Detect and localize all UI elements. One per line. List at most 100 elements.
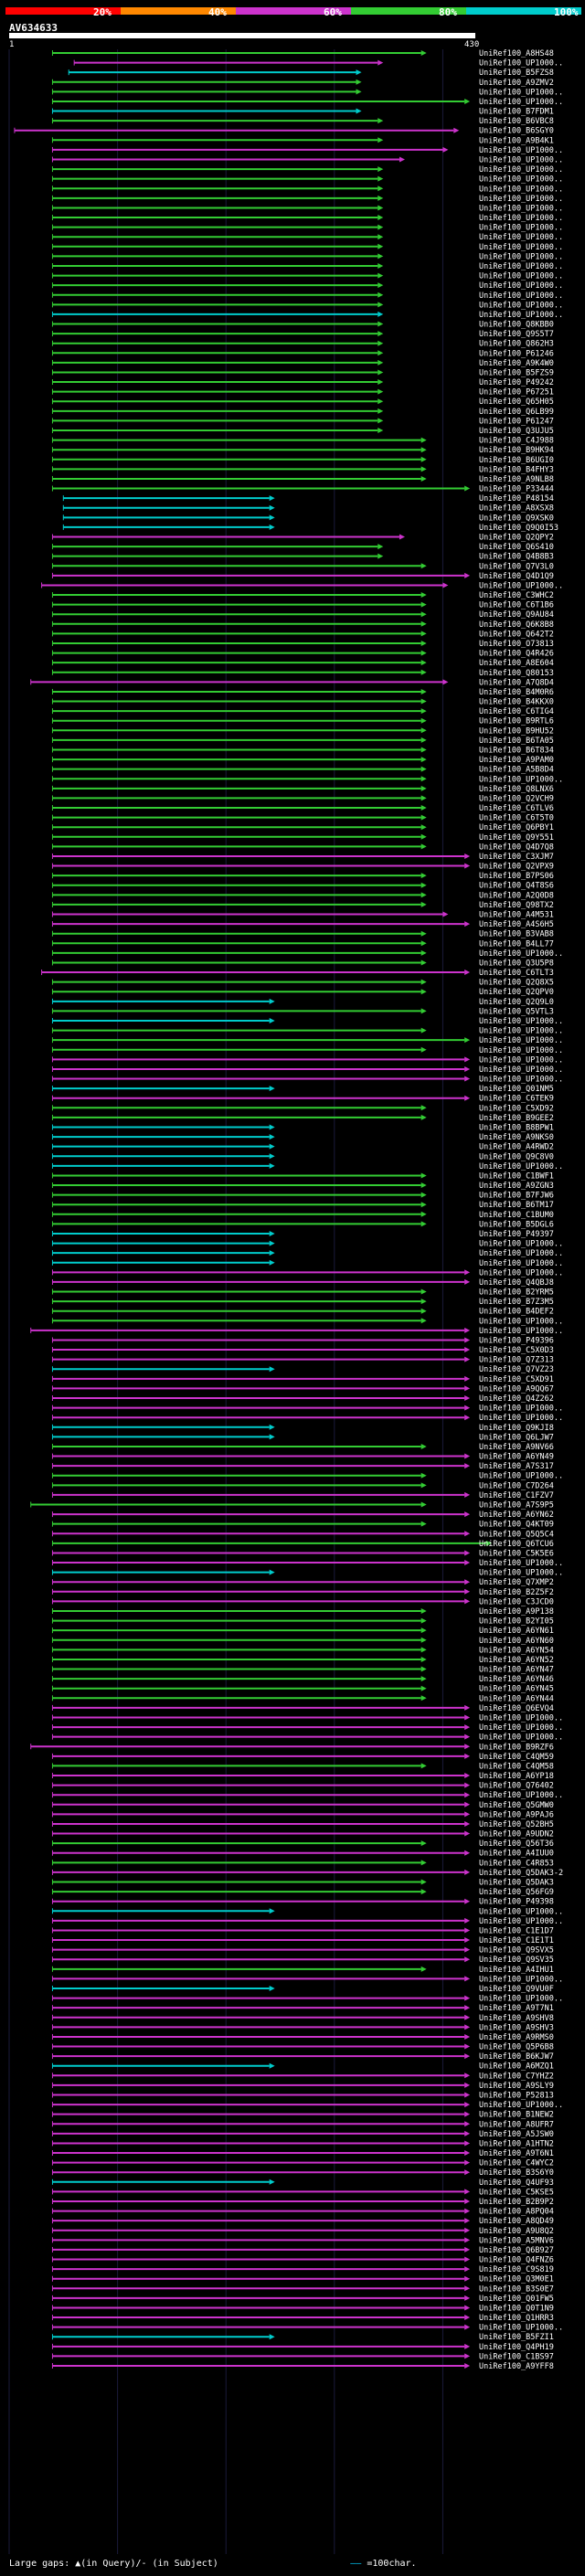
hit-row[interactable]: UniRef100_A4IUU0: [51, 1850, 554, 1859]
hit-label[interactable]: UniRef100_A6YN47: [479, 1666, 554, 1675]
hit-row[interactable]: UniRef100_Q8LNX6: [51, 785, 554, 794]
hit-label[interactable]: UniRef100_Q2Q8X5: [479, 979, 554, 988]
hit-label[interactable]: UniRef100_UP1000..: [479, 1405, 563, 1414]
hit-label[interactable]: UniRef100_B6TM17: [479, 1201, 554, 1210]
hit-row[interactable]: UniRef100_C5K5E6: [51, 1549, 554, 1558]
hit-row[interactable]: UniRef100_Q4R426: [51, 650, 554, 659]
hit-label[interactable]: UniRef100_UP1000..: [479, 146, 563, 155]
hit-row[interactable]: UniRef100_Q6S410: [51, 543, 554, 552]
hit-row[interactable]: UniRef100_A1HTN2: [51, 2139, 554, 2148]
hit-row[interactable]: UniRef100_O73813: [51, 640, 554, 649]
hit-label[interactable]: UniRef100_Q52BH5: [479, 1820, 554, 1829]
hit-row[interactable]: UniRef100_B5DGL6: [51, 1220, 554, 1229]
hit-row[interactable]: UniRef100_Q5GMW0: [51, 1801, 554, 1810]
hit-row[interactable]: UniRef100_Q3M0E1: [51, 2275, 554, 2284]
hit-row[interactable]: UniRef100_C7D264: [51, 1481, 554, 1490]
hit-row[interactable]: UniRef100_UP1000..: [51, 1723, 563, 1733]
hit-row[interactable]: UniRef100_UP1000..: [51, 88, 563, 97]
hit-row[interactable]: UniRef100_Q2QPY2: [51, 534, 554, 543]
hit-row[interactable]: UniRef100_A9SHV3: [51, 2023, 554, 2032]
hit-row[interactable]: UniRef100_B6UGI0: [51, 456, 554, 465]
hit-label[interactable]: UniRef100_UP1000..: [479, 185, 563, 194]
hit-row[interactable]: UniRef100_B2Z5F2: [51, 1588, 554, 1597]
hit-label[interactable]: UniRef100_UP1000..: [479, 292, 563, 301]
hit-row[interactable]: UniRef100_C1E1T1: [51, 1936, 554, 1945]
hit-row[interactable]: UniRef100_Q6LJW7: [51, 1433, 554, 1442]
hit-label[interactable]: UniRef100_C4QM58: [479, 1762, 554, 1771]
hit-label[interactable]: UniRef100_A9YFF8: [479, 2362, 554, 2371]
hit-row[interactable]: UniRef100_UP1000..: [51, 1055, 563, 1065]
hit-label[interactable]: UniRef100_A4S6H5: [479, 920, 554, 929]
hit-label[interactable]: UniRef100_A6YN52: [479, 1656, 554, 1665]
hit-label[interactable]: UniRef100_UP1000..: [479, 252, 563, 261]
hit-label[interactable]: UniRef100_Q01NM5: [479, 1085, 554, 1094]
hit-label[interactable]: UniRef100_UP1000..: [479, 1259, 563, 1268]
hit-row[interactable]: UniRef100_A8XSX8: [62, 504, 554, 514]
hit-label[interactable]: UniRef100_B1NEW2: [479, 2111, 554, 2120]
hit-row[interactable]: UniRef100_UP1000..: [51, 1162, 563, 1171]
hit-label[interactable]: UniRef100_UP1000..: [479, 175, 563, 185]
hit-row[interactable]: UniRef100_Q9AU84: [51, 610, 554, 620]
hit-label[interactable]: UniRef100_A6MZQ1: [479, 2062, 554, 2072]
hit-row[interactable]: UniRef100_UP1000..: [51, 272, 563, 281]
hit-label[interactable]: UniRef100_B6UGI0: [479, 456, 554, 465]
hit-label[interactable]: UniRef100_UP1000..: [479, 1569, 563, 1578]
hit-row[interactable]: UniRef100_C6T5T0: [51, 814, 554, 823]
hit-label[interactable]: UniRef100_P33444: [479, 485, 554, 494]
hit-row[interactable]: UniRef100_A9B4K1: [51, 136, 554, 145]
hit-label[interactable]: UniRef100_A5MNV6: [479, 2236, 554, 2245]
hit-row[interactable]: UniRef100_UP1000..: [51, 98, 563, 107]
hit-row[interactable]: UniRef100_UP1000..: [51, 301, 563, 310]
hit-label[interactable]: UniRef100_B6VBC8: [479, 117, 554, 126]
hit-label[interactable]: UniRef100_C5XD92: [479, 1104, 554, 1113]
hit-row[interactable]: UniRef100_UP1000..: [51, 243, 563, 252]
hit-row[interactable]: UniRef100_C7YHZ2: [51, 2072, 554, 2081]
hit-label[interactable]: UniRef100_C1E1T1: [479, 1936, 554, 1945]
hit-label[interactable]: UniRef100_UP1000..: [479, 1791, 563, 1800]
hit-label[interactable]: UniRef100_B5FZS8: [479, 69, 554, 78]
hit-label[interactable]: UniRef100_Q9SV35: [479, 1956, 554, 1965]
hit-row[interactable]: UniRef100_B5FZS8: [68, 69, 554, 78]
hit-label[interactable]: UniRef100_A4IUU0: [479, 1850, 554, 1859]
hit-row[interactable]: UniRef100_B4KKX0: [51, 698, 554, 707]
hit-label[interactable]: UniRef100_A9SLY9: [479, 2082, 554, 2091]
hit-row[interactable]: UniRef100_C4J988: [51, 437, 554, 446]
hit-label[interactable]: UniRef100_UP1000..: [479, 88, 563, 97]
hit-label[interactable]: UniRef100_UP1000..: [479, 165, 563, 175]
hit-row[interactable]: UniRef100_B7FDM1: [51, 108, 554, 117]
hit-row[interactable]: UniRef100_Q9S5T7: [51, 330, 554, 339]
hit-label[interactable]: UniRef100_Q4KT09: [479, 1521, 554, 1530]
hit-row[interactable]: UniRef100_Q6EVQ4: [51, 1704, 554, 1713]
hit-label[interactable]: UniRef100_P48154: [479, 494, 554, 504]
hit-row[interactable]: UniRef100_Q56T36: [51, 1839, 554, 1849]
hit-row[interactable]: UniRef100_Q80153: [51, 669, 554, 678]
hit-label[interactable]: UniRef100_B2YRM5: [479, 1288, 554, 1298]
hit-row[interactable]: UniRef100_A9SHV8: [51, 2014, 554, 2023]
hit-row[interactable]: UniRef100_B9GEE2: [51, 1114, 554, 1123]
hit-label[interactable]: UniRef100_B9RTL6: [479, 717, 554, 726]
hit-row[interactable]: UniRef100_Q9SVX5: [51, 1946, 554, 1956]
hit-row[interactable]: UniRef100_C4R853: [51, 1859, 554, 1868]
hit-label[interactable]: UniRef100_C4J988: [479, 437, 554, 446]
hit-row[interactable]: UniRef100_Q7V3L0: [51, 562, 554, 571]
hit-row[interactable]: UniRef100_P67251: [51, 388, 554, 398]
hit-row[interactable]: UniRef100_B4M0R6: [51, 688, 554, 697]
hit-label[interactable]: UniRef100_UP1000..: [479, 581, 563, 590]
hit-label[interactable]: UniRef100_A8HS48: [479, 49, 554, 58]
hit-row[interactable]: UniRef100_B3S6Y0: [51, 2168, 554, 2178]
hit-row[interactable]: UniRef100_B7FJW6: [51, 1192, 554, 1201]
hit-row[interactable]: UniRef100_B8BPW1: [51, 1123, 554, 1132]
hit-row[interactable]: UniRef100_UP1000..: [51, 1027, 563, 1036]
hit-row[interactable]: UniRef100_B7Z3M5: [51, 1298, 554, 1307]
hit-row[interactable]: UniRef100_B4LL77: [51, 939, 554, 949]
hit-label[interactable]: UniRef100_A9SHV3: [479, 2023, 554, 2032]
hit-label[interactable]: UniRef100_A8UFR7: [479, 2120, 554, 2129]
hit-row[interactable]: UniRef100_UP1000..: [51, 775, 563, 784]
hit-row[interactable]: UniRef100_A7Q8D4: [30, 678, 554, 687]
hit-label[interactable]: UniRef100_C6T1B6: [479, 601, 554, 610]
hit-row[interactable]: UniRef100_UP1000..: [73, 59, 563, 69]
hit-row[interactable]: UniRef100_UP1000..: [51, 1017, 563, 1026]
hit-label[interactable]: UniRef100_C5KSE5: [479, 2188, 554, 2197]
hit-row[interactable]: UniRef100_B9RZF6: [30, 1743, 554, 1752]
hit-row[interactable]: UniRef100_UP1000..: [51, 1733, 563, 1743]
